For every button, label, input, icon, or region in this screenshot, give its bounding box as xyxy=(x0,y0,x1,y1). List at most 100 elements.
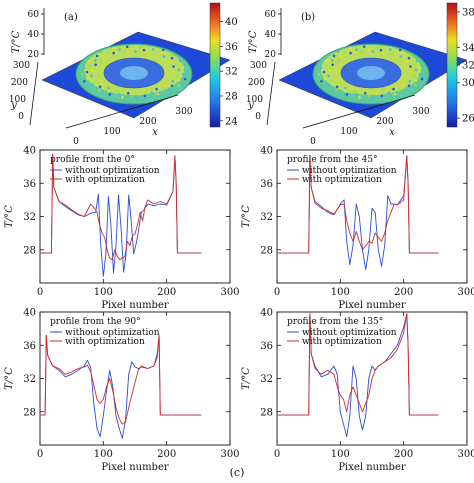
surface-speckle xyxy=(355,93,358,96)
surface-speckle xyxy=(108,93,112,96)
surface-speckle xyxy=(319,66,323,69)
legend-entry: without optimization xyxy=(302,328,397,338)
y-tick-label: 300 xyxy=(13,61,30,71)
colorbar-tick-label: 26 xyxy=(462,114,474,125)
y-tick-label: 40 xyxy=(23,146,36,157)
surface-speckle xyxy=(414,84,417,87)
surface-speckle xyxy=(161,88,164,92)
surface-speckle xyxy=(362,45,366,49)
figure-label: (c) xyxy=(230,466,245,479)
surface-speckle xyxy=(390,51,394,54)
surface-speckle xyxy=(372,97,375,100)
surface-speckle xyxy=(145,89,148,93)
profile-panel: 0 100 200 300 28 32 36 40 Pixel number T/°C profil… xyxy=(4,146,240,312)
x-tick-label: 200 xyxy=(139,117,156,127)
legend-entry: without optimization xyxy=(302,166,397,176)
surface-speckle xyxy=(401,84,404,88)
y-tick-label: 36 xyxy=(260,341,273,352)
surface-speckle xyxy=(156,92,159,96)
series-line xyxy=(40,334,202,425)
y-tick-label: 100 xyxy=(9,95,26,105)
x-tick-label: 0 xyxy=(37,287,43,298)
surface-speckle xyxy=(393,92,396,96)
surface-speckle xyxy=(382,51,385,55)
surface-speckle xyxy=(138,92,142,96)
x-tick-label: 100 xyxy=(331,287,350,298)
x-tick-label: 0 xyxy=(73,137,79,147)
surface-speckle xyxy=(407,56,411,60)
x-tick-label: 200 xyxy=(394,287,413,298)
surface-speckle xyxy=(363,92,367,95)
surface-speckle xyxy=(118,48,121,51)
surface-speckle xyxy=(388,48,392,51)
surface-speckle xyxy=(100,82,103,86)
surface-speckle xyxy=(170,84,174,88)
surface-speckle xyxy=(162,55,166,58)
surface-speckle xyxy=(98,88,101,92)
y-axis-label: y xyxy=(247,100,254,111)
surface-speckle xyxy=(94,63,97,67)
surface-speckle xyxy=(349,46,352,50)
surface-speckle xyxy=(143,94,147,98)
surface-speckle xyxy=(399,51,403,55)
surface-speckle xyxy=(112,51,115,55)
x-tick-label: 100 xyxy=(94,287,113,298)
y-tick-label: 32 xyxy=(260,212,273,223)
surface-speckle xyxy=(414,68,418,72)
surface-speckle xyxy=(161,48,165,52)
surface-speckle xyxy=(344,89,347,93)
surface-speckle xyxy=(345,93,349,96)
legend-entry: with optimization xyxy=(65,175,145,185)
x-tick-label: 0 xyxy=(274,449,280,460)
surface-speckle xyxy=(150,91,153,94)
surface-speckle xyxy=(178,59,182,63)
surface-speckle xyxy=(162,51,166,55)
surface-speckle xyxy=(183,77,187,81)
surface-speckle xyxy=(155,87,158,91)
surface-speckle xyxy=(181,66,185,69)
surface-speckle xyxy=(414,79,418,82)
surface-speckle xyxy=(126,92,130,95)
surface-speckle xyxy=(408,80,412,83)
surface-speckle xyxy=(332,54,336,58)
y-tick-label: 300 xyxy=(250,61,267,71)
x-tick-label: 300 xyxy=(175,107,192,117)
surface-speckle xyxy=(324,59,328,63)
y-axis-label: T/°C xyxy=(241,367,252,390)
surface-speckle xyxy=(145,51,148,55)
x-axis xyxy=(65,94,179,129)
surface-speckle xyxy=(418,66,422,69)
colorbar-tick-label: 30 xyxy=(462,78,474,89)
panel-annotation: profile from the 45° xyxy=(287,155,378,165)
surface-speckle xyxy=(98,85,102,89)
surface-speckle xyxy=(376,45,380,49)
surface-speckle xyxy=(409,70,413,74)
panel-label: (b) xyxy=(301,12,315,23)
surface-panels: 604020T/°C(a)3002001000y0100200300x40363… xyxy=(9,2,474,147)
surface-speckle xyxy=(90,83,94,86)
y-tick-label: 200 xyxy=(11,78,28,88)
colorbar-tick-label: 32 xyxy=(225,67,238,78)
surface-speckle xyxy=(139,45,143,49)
surface-speckle xyxy=(367,94,371,98)
surface-speckle xyxy=(171,53,175,57)
z-tick-label: 20 xyxy=(28,50,40,60)
surface-speckle xyxy=(398,88,401,92)
x-tick-label: 0 xyxy=(310,137,316,147)
x-axis-label: Pixel number xyxy=(101,462,169,473)
surface-speckle xyxy=(100,58,103,62)
surface-speckle xyxy=(172,70,176,74)
x-tick-label: 0 xyxy=(274,287,280,298)
surface-panel: 604020T/°C(a)3002001000y0100200300x40363… xyxy=(9,2,238,147)
series-line xyxy=(40,153,202,261)
y-tick-label: 32 xyxy=(23,212,36,223)
surface-speckle xyxy=(170,56,174,60)
x-tick-label: 200 xyxy=(394,449,413,460)
surface-speckle xyxy=(398,48,402,52)
surface-speckle xyxy=(323,77,327,80)
legend-entry: without optimization xyxy=(65,328,160,338)
surface-speckle xyxy=(171,80,175,83)
surface-speckle xyxy=(358,96,361,99)
